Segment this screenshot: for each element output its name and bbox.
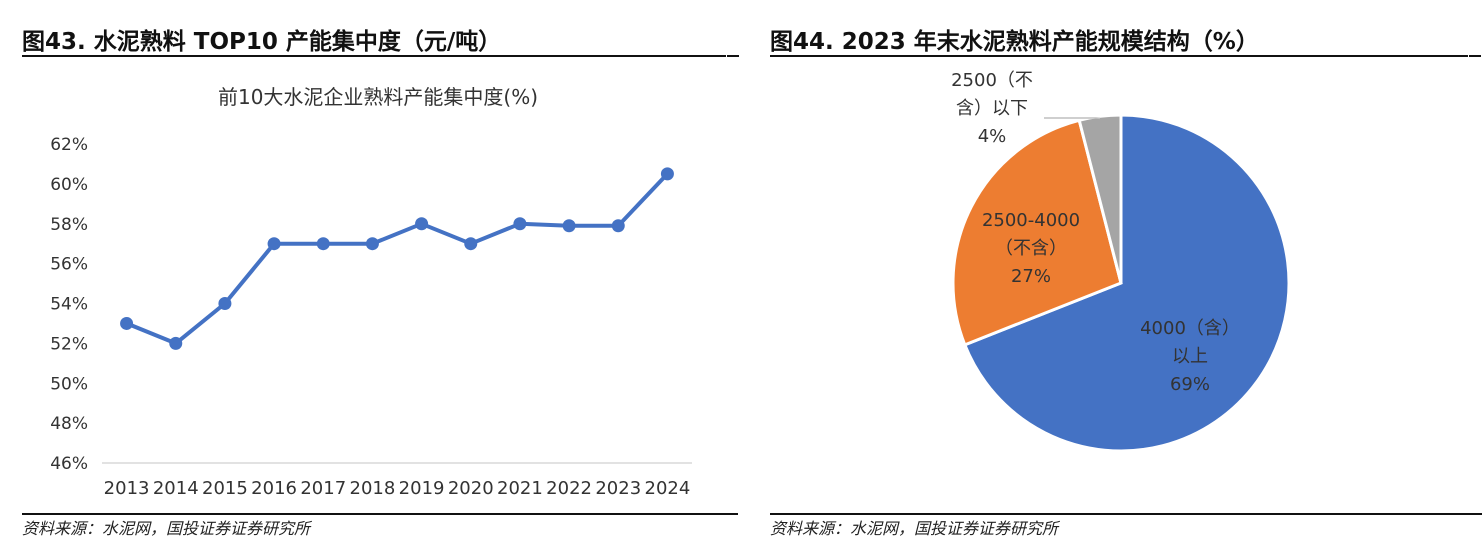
x-tick-label: 2017 <box>300 478 346 499</box>
data-point <box>464 237 478 251</box>
line-chart: 前10大水泥企业熟料产能集中度(%) 46% 48% 50% 52% 54% 56% 58%… <box>50 85 692 499</box>
x-tick-label: 2014 <box>153 478 199 499</box>
figure-title: 图44. 2023 年末水泥熟料产能规模结构（%） <box>770 29 1259 55</box>
figure-title: 图43. 水泥熟料 TOP10 产能集中度（元/吨） <box>22 29 502 55</box>
x-tick-label: 2015 <box>202 478 248 499</box>
source-note: 资料来源：水泥网，国投证券证券研究所 <box>22 519 311 538</box>
x-tick-label: 2024 <box>645 478 691 499</box>
data-point <box>316 237 330 251</box>
data-point <box>562 219 576 233</box>
x-tick-label: 2016 <box>251 478 297 499</box>
x-tick-label: 2018 <box>350 478 396 499</box>
pie-slice <box>962 113 1291 453</box>
series-points <box>120 167 674 350</box>
y-tick-label: 56% <box>50 255 88 275</box>
pie-labels: 4000（含）以上 69% 2500-4000 （不含） 27% 2500（不含）以下 4% <box>951 70 1240 395</box>
data-point <box>267 237 281 251</box>
pie-slice <box>1077 113 1123 284</box>
slice-label: 4000（含）以上 69% <box>1140 318 1240 395</box>
pie-chart-panel: 图44. 2023 年末水泥熟料产能规模结构（%） 4000（含）以上 69% 25… <box>762 0 1482 558</box>
pie-slices <box>951 113 1291 453</box>
data-point <box>365 237 379 251</box>
y-tick-label: 62% <box>50 135 88 155</box>
x-axis-labels: 2013 2014 2015 2016 2017 2018 2019 2020 2021 2022… <box>104 478 691 499</box>
y-axis-labels: 46% 48% 50% 52% 54% 56% 58% 60% 62% <box>50 135 88 474</box>
pie-slice <box>951 118 1123 347</box>
title-rule <box>770 55 1468 57</box>
title-rule-end <box>1469 55 1481 57</box>
y-tick-label: 58% <box>50 215 88 235</box>
data-point <box>660 167 674 181</box>
y-tick-label: 54% <box>50 295 88 315</box>
title-rule-end <box>727 55 739 57</box>
y-tick-label: 60% <box>50 175 88 195</box>
y-tick-label: 46% <box>50 454 88 474</box>
x-tick-label: 2021 <box>497 478 543 499</box>
footer-rule <box>22 513 738 515</box>
data-point <box>169 336 183 350</box>
y-tick-label: 48% <box>50 414 88 434</box>
pie-chart: 4000（含）以上 69% 2500-4000 （不含） 27% 2500（不含）以下 4% <box>951 70 1291 453</box>
series-line <box>124 171 670 346</box>
y-tick-label: 50% <box>50 374 88 394</box>
slice-label: 2500-4000 （不含） 27% <box>982 210 1080 287</box>
chart-title: 前10大水泥企业熟料产能集中度(%) <box>218 85 538 109</box>
x-tick-label: 2020 <box>448 478 494 499</box>
data-point <box>513 217 527 231</box>
line-chart-panel: 图43. 水泥熟料 TOP10 产能集中度（元/吨） 前10大水泥企业熟料产能集… <box>0 0 740 558</box>
x-tick-label: 2019 <box>399 478 445 499</box>
footer-rule <box>770 513 1482 515</box>
x-tick-label: 2013 <box>104 478 150 499</box>
data-point <box>218 297 232 310</box>
x-tick-label: 2022 <box>546 478 592 499</box>
data-point <box>120 316 134 330</box>
slice-label: 2500（不含）以下 4% <box>951 70 1033 147</box>
title-rule <box>22 55 726 57</box>
y-tick-label: 52% <box>50 334 88 354</box>
x-tick-label: 2023 <box>595 478 641 499</box>
source-note: 资料来源：水泥网，国投证券证券研究所 <box>770 519 1059 538</box>
data-point <box>611 219 625 233</box>
data-point <box>415 217 429 231</box>
